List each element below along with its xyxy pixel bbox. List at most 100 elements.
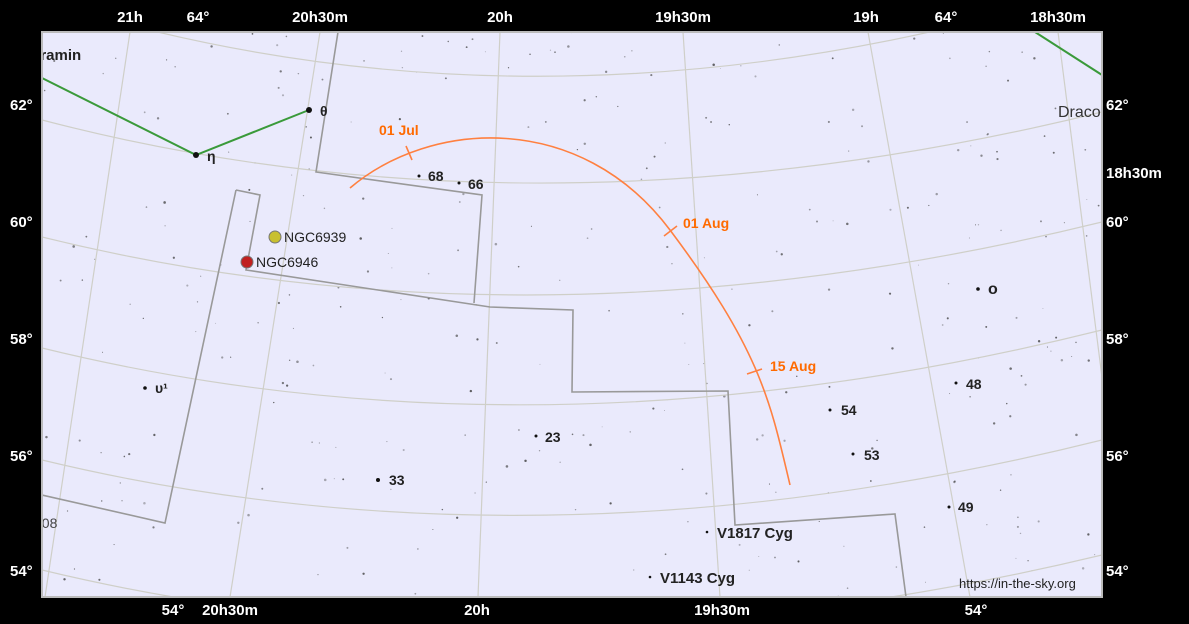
- faint-star: [402, 448, 405, 452]
- svg-text:56°: 56°: [10, 448, 33, 465]
- svg-text:19h30m: 19h30m: [655, 9, 711, 26]
- star-label[interactable]: 23: [545, 429, 561, 445]
- faint-star: [988, 50, 991, 53]
- faint-star: [738, 543, 741, 546]
- svg-text:20h: 20h: [464, 602, 490, 619]
- faint-star: [389, 378, 393, 381]
- faint-star: [1055, 336, 1058, 339]
- faint-star: [427, 272, 430, 275]
- star-label[interactable]: V1817 Cyg: [717, 525, 793, 542]
- faint-star: [748, 324, 751, 327]
- faint-star: [101, 500, 103, 502]
- faint-star: [505, 465, 509, 468]
- faint-star: [195, 331, 197, 333]
- svg-text:58°: 58°: [1106, 331, 1129, 348]
- faint-star: [421, 35, 424, 37]
- dec-line-60: [42, 221, 1102, 296]
- constellation-label: 008: [34, 515, 58, 531]
- faint-star: [247, 513, 250, 517]
- faint-star: [710, 121, 712, 123]
- faint-star: [756, 194, 759, 196]
- sky-area[interactable]: [41, 31, 1103, 598]
- star-label[interactable]: 66: [468, 176, 484, 192]
- ra-line-19h: [867, 32, 971, 597]
- constellation-label: Draco: [1058, 104, 1101, 121]
- faint-star: [947, 282, 950, 285]
- faint-star: [485, 481, 487, 483]
- left-axis-labels: 62° 60° 58° 56° 54°: [10, 97, 33, 580]
- faint-star: [297, 72, 300, 75]
- faint-star: [73, 568, 76, 570]
- faint-star: [1087, 533, 1090, 536]
- faint-star: [1075, 341, 1077, 344]
- faint-star: [1010, 474, 1012, 476]
- star-label[interactable]: o: [988, 281, 998, 298]
- faint-star: [174, 66, 176, 68]
- faint-star: [163, 201, 166, 204]
- star-label[interactable]: η: [207, 148, 216, 164]
- faint-star: [949, 57, 951, 60]
- faint-star: [400, 50, 403, 52]
- galaxy-marker[interactable]: [240, 255, 254, 269]
- faint-star: [221, 356, 224, 359]
- constellation-label: eramin: [32, 47, 81, 64]
- faint-star: [391, 227, 393, 229]
- faint-star: [946, 317, 949, 320]
- star-label[interactable]: V1143 Cyg: [660, 570, 735, 587]
- faint-star: [992, 422, 996, 425]
- faint-star: [444, 77, 447, 80]
- faint-star: [1020, 374, 1023, 377]
- faint-star: [128, 452, 131, 456]
- faint-star: [923, 526, 926, 528]
- credit-link[interactable]: https://in-the-sky.org: [959, 576, 1076, 591]
- faint-star: [617, 105, 619, 108]
- faint-star: [848, 150, 850, 152]
- faint-star: [530, 225, 533, 227]
- faint-star: [143, 501, 146, 505]
- faint-star: [755, 438, 759, 441]
- faint-star: [650, 74, 653, 77]
- faint-star: [85, 235, 88, 238]
- svg-text:20h30m: 20h30m: [202, 602, 258, 619]
- faint-star: [281, 381, 285, 385]
- star-label[interactable]: 54: [841, 402, 857, 418]
- faint-star: [559, 461, 561, 464]
- faint-star: [494, 242, 498, 246]
- faint-star: [985, 65, 987, 67]
- ra-line-19h30m: [682, 32, 721, 597]
- dso-label[interactable]: NGC6939: [284, 229, 346, 245]
- faint-star: [895, 566, 898, 568]
- faint-star: [145, 206, 148, 208]
- faint-star: [996, 157, 999, 161]
- faint-star: [728, 123, 730, 126]
- faint-star: [775, 491, 777, 494]
- ra-line-20h: [477, 32, 501, 597]
- faint-star: [1024, 383, 1027, 386]
- star-label[interactable]: 53: [864, 447, 880, 463]
- faint-star: [664, 142, 666, 144]
- faint-star: [918, 264, 920, 266]
- faint-star: [941, 324, 944, 326]
- dso-label[interactable]: NGC6946: [256, 254, 318, 270]
- star-label[interactable]: υ¹: [155, 380, 168, 396]
- star-label[interactable]: 49: [958, 499, 974, 515]
- svg-text:54°: 54°: [162, 602, 185, 619]
- star-label[interactable]: θ: [320, 103, 328, 119]
- star-label[interactable]: 48: [966, 376, 982, 392]
- faint-star: [1086, 199, 1088, 200]
- faint-star: [276, 44, 279, 47]
- star-label[interactable]: 33: [389, 472, 405, 488]
- galaxy-marker[interactable]: [268, 230, 282, 244]
- faint-star: [582, 434, 585, 437]
- faint-star: [925, 581, 927, 583]
- faint-star: [538, 450, 541, 452]
- star-label[interactable]: 68: [428, 168, 444, 184]
- faint-star: [129, 303, 131, 305]
- faint-star: [342, 478, 345, 481]
- svg-text:54°: 54°: [10, 563, 33, 580]
- constellation-boundaries: [42, 32, 907, 597]
- dec-grid: [42, 32, 1102, 597]
- faint-star: [576, 149, 579, 151]
- faint-star: [631, 50, 633, 52]
- faint-star: [281, 94, 285, 97]
